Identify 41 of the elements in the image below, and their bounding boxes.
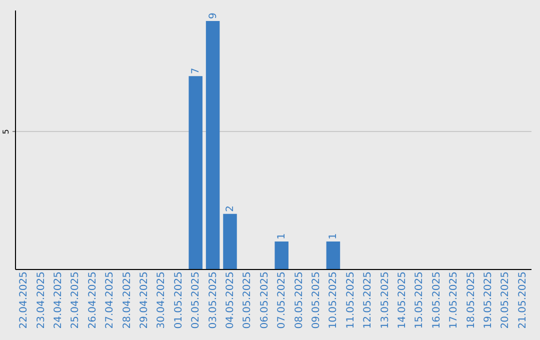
x-tick-label: 23.04.2025 <box>36 272 47 329</box>
x-tick-label: 05.05.2025 <box>242 272 254 329</box>
x-tick-label: 14.05.2025 <box>397 272 408 329</box>
x-tick-label: 22.04.2025 <box>18 272 30 329</box>
x-tick-label: 03.05.2025 <box>208 272 219 329</box>
x-tick-label: 01.05.2025 <box>173 272 184 329</box>
x-tick-label: 24.04.2025 <box>53 272 64 329</box>
x-tick-label: 02.05.2025 <box>190 272 202 329</box>
x-tick-label: 16.05.2025 <box>431 272 442 329</box>
x-tick-label: 27.04.2025 <box>104 272 116 329</box>
x-tick-label: 12.05.2025 <box>362 272 374 329</box>
x-tick-label: 18.05.2025 <box>466 272 477 329</box>
x-tick-label: 26.04.2025 <box>87 272 98 329</box>
data-label: 1 <box>276 233 288 240</box>
x-tick-label: 30.04.2025 <box>156 272 168 329</box>
x-tick-label: 19.05.2025 <box>483 272 494 329</box>
x-tick-label: 20.05.2025 <box>500 272 512 329</box>
data-label: 1 <box>328 233 340 240</box>
x-tick-label: 17.05.2025 <box>448 272 460 329</box>
bar <box>206 21 220 269</box>
x-tick-label: 28.04.2025 <box>122 272 133 329</box>
x-tick-label: 21.05.2025 <box>517 272 528 329</box>
x-tick-label: 07.05.2025 <box>276 272 288 329</box>
x-tick-label: 04.05.2025 <box>225 272 236 329</box>
data-label: 2 <box>225 206 236 212</box>
x-tick-label: 29.04.2025 <box>139 272 150 329</box>
x-tick-label: 06.05.2025 <box>259 272 270 329</box>
x-tick-label: 15.05.2025 <box>414 272 426 329</box>
bar <box>274 241 288 269</box>
y-tick-label: 5 <box>2 129 10 134</box>
x-tick-label: 10.05.2025 <box>328 272 340 329</box>
x-tick-label: 25.04.2025 <box>70 272 82 329</box>
x-tick-label: 09.05.2025 <box>311 272 322 329</box>
x-tick-label: 11.05.2025 <box>345 272 356 329</box>
bar <box>223 214 237 269</box>
x-tick-label: 08.05.2025 <box>294 272 305 329</box>
data-label: 7 <box>190 68 202 74</box>
bar <box>326 241 340 269</box>
data-label: 9 <box>208 12 219 20</box>
bar <box>188 76 202 269</box>
x-tick-label: 13.05.2025 <box>380 272 391 329</box>
